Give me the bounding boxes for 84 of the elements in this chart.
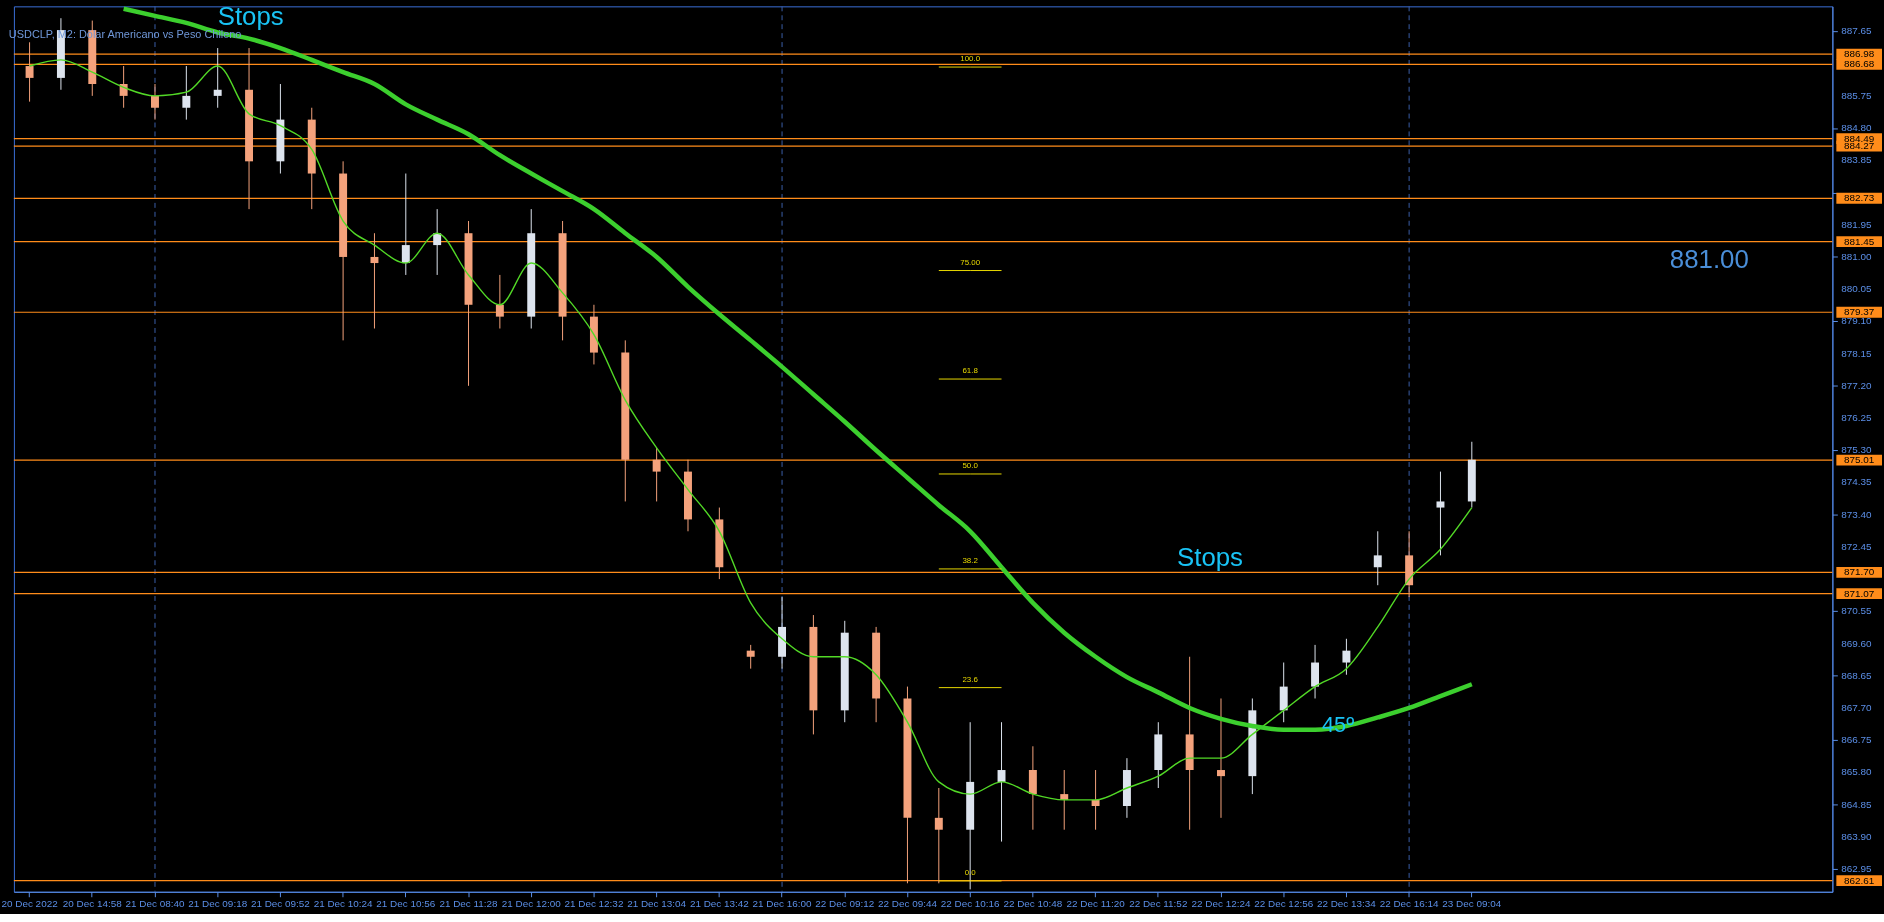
x-tick-label: 20 Dec 14:58 [62,898,123,910]
y-tick-label: 866.75 [1841,734,1873,746]
y-tick-label: 876.25 [1841,412,1873,424]
x-tick-label: 21 Dec 13:04 [627,898,687,910]
x-tick-label: 21 Dec 09:52 [250,898,311,910]
x-tick-label: 22 Dec 10:16 [940,898,1001,910]
x-tick-label: 22 Dec 12:56 [1254,898,1314,910]
x-tick-label: 21 Dec 10:24 [313,898,374,910]
x-tick-label: 20 Dec 2022 [1,898,59,910]
y-tick-label: 869.60 [1841,637,1873,649]
y-tick-label: 879.10 [1841,315,1873,327]
annotation: Stops [1177,543,1243,572]
candlestick [401,173,410,276]
x-tick-label: 22 Dec 16:14 [1379,898,1440,910]
candlestick [934,787,943,884]
ref-line-label: 871.70 [1844,566,1875,578]
annotation: 23.6 [962,674,979,684]
ref-line-label: 871.07 [1844,587,1875,599]
ref-line-label: 886.98 [1844,48,1875,60]
candlestick [1436,471,1445,556]
x-tick-label: 21 Dec 11:28 [439,898,499,910]
annotation: 61.8 [962,366,979,376]
x-tick-label: 22 Dec 12:24 [1191,898,1251,910]
ref-line-label: 881.45 [1844,235,1875,247]
y-tick-label: 881.95 [1841,218,1873,230]
y-tick-label: 867.70 [1841,701,1873,713]
y-tick-label: 877.20 [1841,379,1873,391]
candlestick [1342,638,1351,676]
candlestick [151,83,159,121]
x-tick-label: 22 Dec 09:44 [877,898,938,910]
y-tick-label: 862.95 [1841,863,1873,875]
y-tick-label: 873.40 [1841,508,1873,520]
y-tick-label: 885.75 [1841,89,1873,101]
annotation: 38.2 [962,555,979,565]
x-tick-label: 21 Dec 13:42 [689,898,750,910]
candlestick [1217,697,1225,819]
y-tick-label: 887.65 [1841,25,1873,37]
candlestick [370,232,379,329]
y-tick-label: 883.85 [1841,154,1873,166]
candlestick [1373,530,1382,586]
x-tick-label: 21 Dec 09:18 [188,898,248,910]
x-tick-label: 21 Dec 08:40 [125,898,185,910]
ref-line-label: 862.61 [1844,874,1875,886]
candlestick [433,208,442,276]
x-tick-label: 22 Dec 10:48 [1003,898,1063,910]
candlestick [182,65,191,121]
ref-line-label: 884.49 [1844,132,1875,144]
x-tick-label: 23 Dec 09:04 [1442,898,1502,910]
candlestick [1279,662,1288,723]
candlestick [25,41,34,103]
x-tick-label: 22 Dec 13:34 [1316,898,1377,910]
candlestick [1091,769,1100,831]
ref-line-label: 886.68 [1844,58,1875,70]
y-tick-label: 884.80 [1841,122,1873,134]
annotation: 75.00 [960,257,981,267]
y-tick-label: 874.35 [1841,476,1873,488]
ref-line-label: 875.01 [1844,454,1875,466]
x-tick-label: 21 Dec 16:00 [752,898,812,910]
x-tick-label: 22 Dec 11:52 [1129,898,1188,910]
x-tick-label: 22 Dec 11:20 [1066,898,1126,910]
y-tick-label: 868.65 [1841,669,1873,681]
y-tick-label: 881.00 [1841,250,1873,262]
ref-line-label: 879.37 [1844,306,1875,318]
y-tick-label: 872.45 [1841,540,1873,552]
x-tick-label: 21 Dec 12:32 [564,898,624,910]
annotation: 50.0 [962,461,979,471]
candlestick [495,274,504,329]
candlestick [213,47,222,109]
x-tick-label: 21 Dec 12:00 [501,898,562,910]
y-tick-label: 863.90 [1841,830,1873,842]
candlestick [746,644,755,670]
y-tick-label: 864.85 [1841,798,1873,810]
candlestick [652,447,661,502]
y-tick-label: 870.55 [1841,605,1873,617]
y-tick-label: 875.30 [1841,444,1873,456]
x-tick-label: 22 Dec 09:12 [815,898,875,910]
y-tick-label: 865.80 [1841,766,1873,778]
y-tick-label: 878.15 [1841,347,1873,359]
annotation: 100.0 [960,54,981,64]
y-tick-label: 880.05 [1841,283,1873,295]
ref-line-label: 882.73 [1844,192,1875,204]
annotation: Stops [217,1,284,30]
annotation: 881.00 [1669,245,1749,274]
x-tick-label: 21 Dec 10:56 [376,898,436,910]
